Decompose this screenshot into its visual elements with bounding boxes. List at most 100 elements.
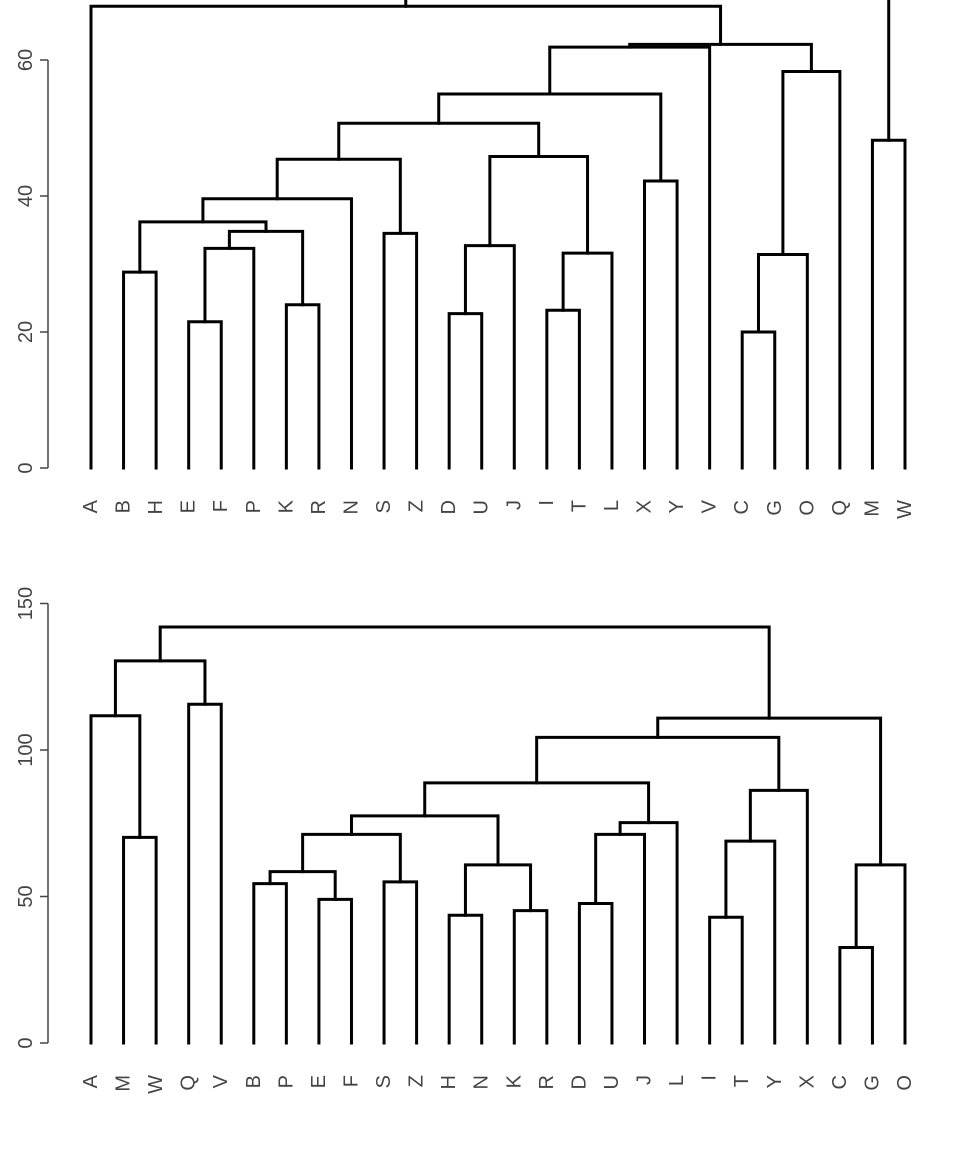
leaf-label: W <box>894 500 916 519</box>
leaf-label: B <box>243 1075 265 1088</box>
leaf-label: O <box>894 1075 916 1091</box>
y-tick-label: 0 <box>15 1037 37 1048</box>
dendrogram-link <box>89 714 142 1045</box>
leaf-label: H <box>438 1075 460 1089</box>
leaf-label: O <box>796 500 818 516</box>
dendrogram-link <box>268 870 337 901</box>
dendrogram-link <box>870 138 907 470</box>
leaf-label: V <box>210 1074 232 1088</box>
dendrogram-link <box>301 832 402 884</box>
leaf-label: W <box>145 1075 167 1094</box>
leaf-label: F <box>340 1075 362 1087</box>
leaf-label: D <box>568 1075 590 1089</box>
dendrogram-link <box>447 913 484 1045</box>
dendrogram-link <box>756 252 809 470</box>
leaf-label: G <box>764 500 786 516</box>
dendrogram-link <box>187 320 223 470</box>
dendrogram-link <box>227 229 305 307</box>
dendrogram-link <box>463 244 516 470</box>
dendrogram-link <box>201 197 353 470</box>
y-axis: 0 50 100 150 <box>15 587 49 1049</box>
dendrogram-link <box>643 179 679 470</box>
leaf-label: G <box>861 1075 883 1091</box>
dendrogram-link <box>113 659 207 718</box>
leaf-label: Y <box>764 1075 786 1088</box>
dendrogram-link <box>203 246 256 470</box>
leaf-label: Y <box>666 500 688 513</box>
dendrogram-link <box>545 308 581 470</box>
dendrogram-link <box>854 863 907 1045</box>
leaf-label: R <box>536 1075 558 1089</box>
y-tick-label: 100 <box>15 733 37 766</box>
dendrogram-link <box>488 155 590 255</box>
leaf-label: U <box>601 1075 623 1089</box>
leaf-label: N <box>340 500 362 514</box>
dendrogram-link <box>548 45 712 470</box>
leaf-label: B <box>113 500 135 513</box>
dendrogram-top: 0 20 40 60 A B H E F P K R N S Z D U J I T L X Y V C G O Q M W <box>15 0 916 519</box>
dendrogram-link <box>594 832 647 1045</box>
dendrogram-link <box>463 863 533 917</box>
dendrogram-link <box>838 945 874 1045</box>
dendrogram-link <box>158 625 771 720</box>
leaf-label: I <box>699 1075 721 1081</box>
dendrogram-link <box>275 157 402 235</box>
dendrogram-link <box>512 909 549 1045</box>
leaf-label: F <box>210 500 232 512</box>
leaf-label: L <box>601 500 623 511</box>
leaf-label: P <box>243 500 265 513</box>
dendrogram-link <box>284 303 321 470</box>
leaf-label: I <box>536 500 558 506</box>
leaf-label: H <box>145 500 167 514</box>
leaf-label: J <box>503 500 525 510</box>
y-tick-label: 150 <box>15 587 37 620</box>
dendrogram-link <box>437 92 663 183</box>
leaf-label: S <box>373 500 395 513</box>
leaf-label: D <box>438 500 460 514</box>
dendrogram-link <box>187 702 223 1045</box>
dendrogram-link <box>337 121 541 161</box>
leaf-label: C <box>731 500 753 514</box>
leaf-label: R <box>308 500 330 514</box>
leaf-label: T <box>568 500 590 512</box>
leaf-label: Z <box>406 1075 428 1087</box>
leaf-label: U <box>471 500 493 514</box>
leaf-label: X <box>634 500 656 513</box>
leaf-label: C <box>829 1075 851 1089</box>
dendrogram-link <box>122 270 158 470</box>
dendrogram-link <box>781 70 842 470</box>
leaf-label: N <box>471 1075 493 1089</box>
dendrogram-link <box>382 880 419 1045</box>
dendrogram-link <box>349 814 500 867</box>
leaf-label: J <box>634 1075 656 1085</box>
leaf-label: E <box>308 1075 330 1088</box>
dendrogram-link <box>740 330 777 470</box>
leaf-label: L <box>666 1075 688 1086</box>
dendrogram-link <box>708 915 744 1045</box>
leaf-label: T <box>731 1075 753 1087</box>
leaf-label: K <box>503 1074 525 1088</box>
leaf-label: V <box>699 499 721 513</box>
dendrogram-link <box>618 821 679 1045</box>
dendrogram-link <box>724 839 777 1045</box>
leaf-label: M <box>113 1075 135 1092</box>
leaf-label: M <box>861 500 883 517</box>
dendrogram-link <box>317 897 353 1045</box>
dendrogram-link <box>748 788 809 1045</box>
leaf-label: K <box>275 499 297 513</box>
dendrogram-link <box>89 4 723 470</box>
y-tick-label: 0 <box>15 462 37 473</box>
y-tick-label: 60 <box>15 49 37 71</box>
leaf-label: Q <box>829 500 851 516</box>
dendrogram-link <box>382 231 419 470</box>
leaf-label: Z <box>406 500 428 512</box>
dendrogram-link <box>122 835 158 1045</box>
dendrogram-bottom: 0 50 100 150 A M W Q V B P E F S Z H N K R D U J L I T Y X C G O <box>15 587 916 1094</box>
dendrogram-link <box>252 882 288 1045</box>
leaf-label: Q <box>178 1075 200 1091</box>
leaf-label: A <box>80 499 102 513</box>
leaf-label: E <box>178 500 200 513</box>
y-tick-label: 40 <box>15 185 37 207</box>
leaf-label: S <box>373 1075 395 1088</box>
